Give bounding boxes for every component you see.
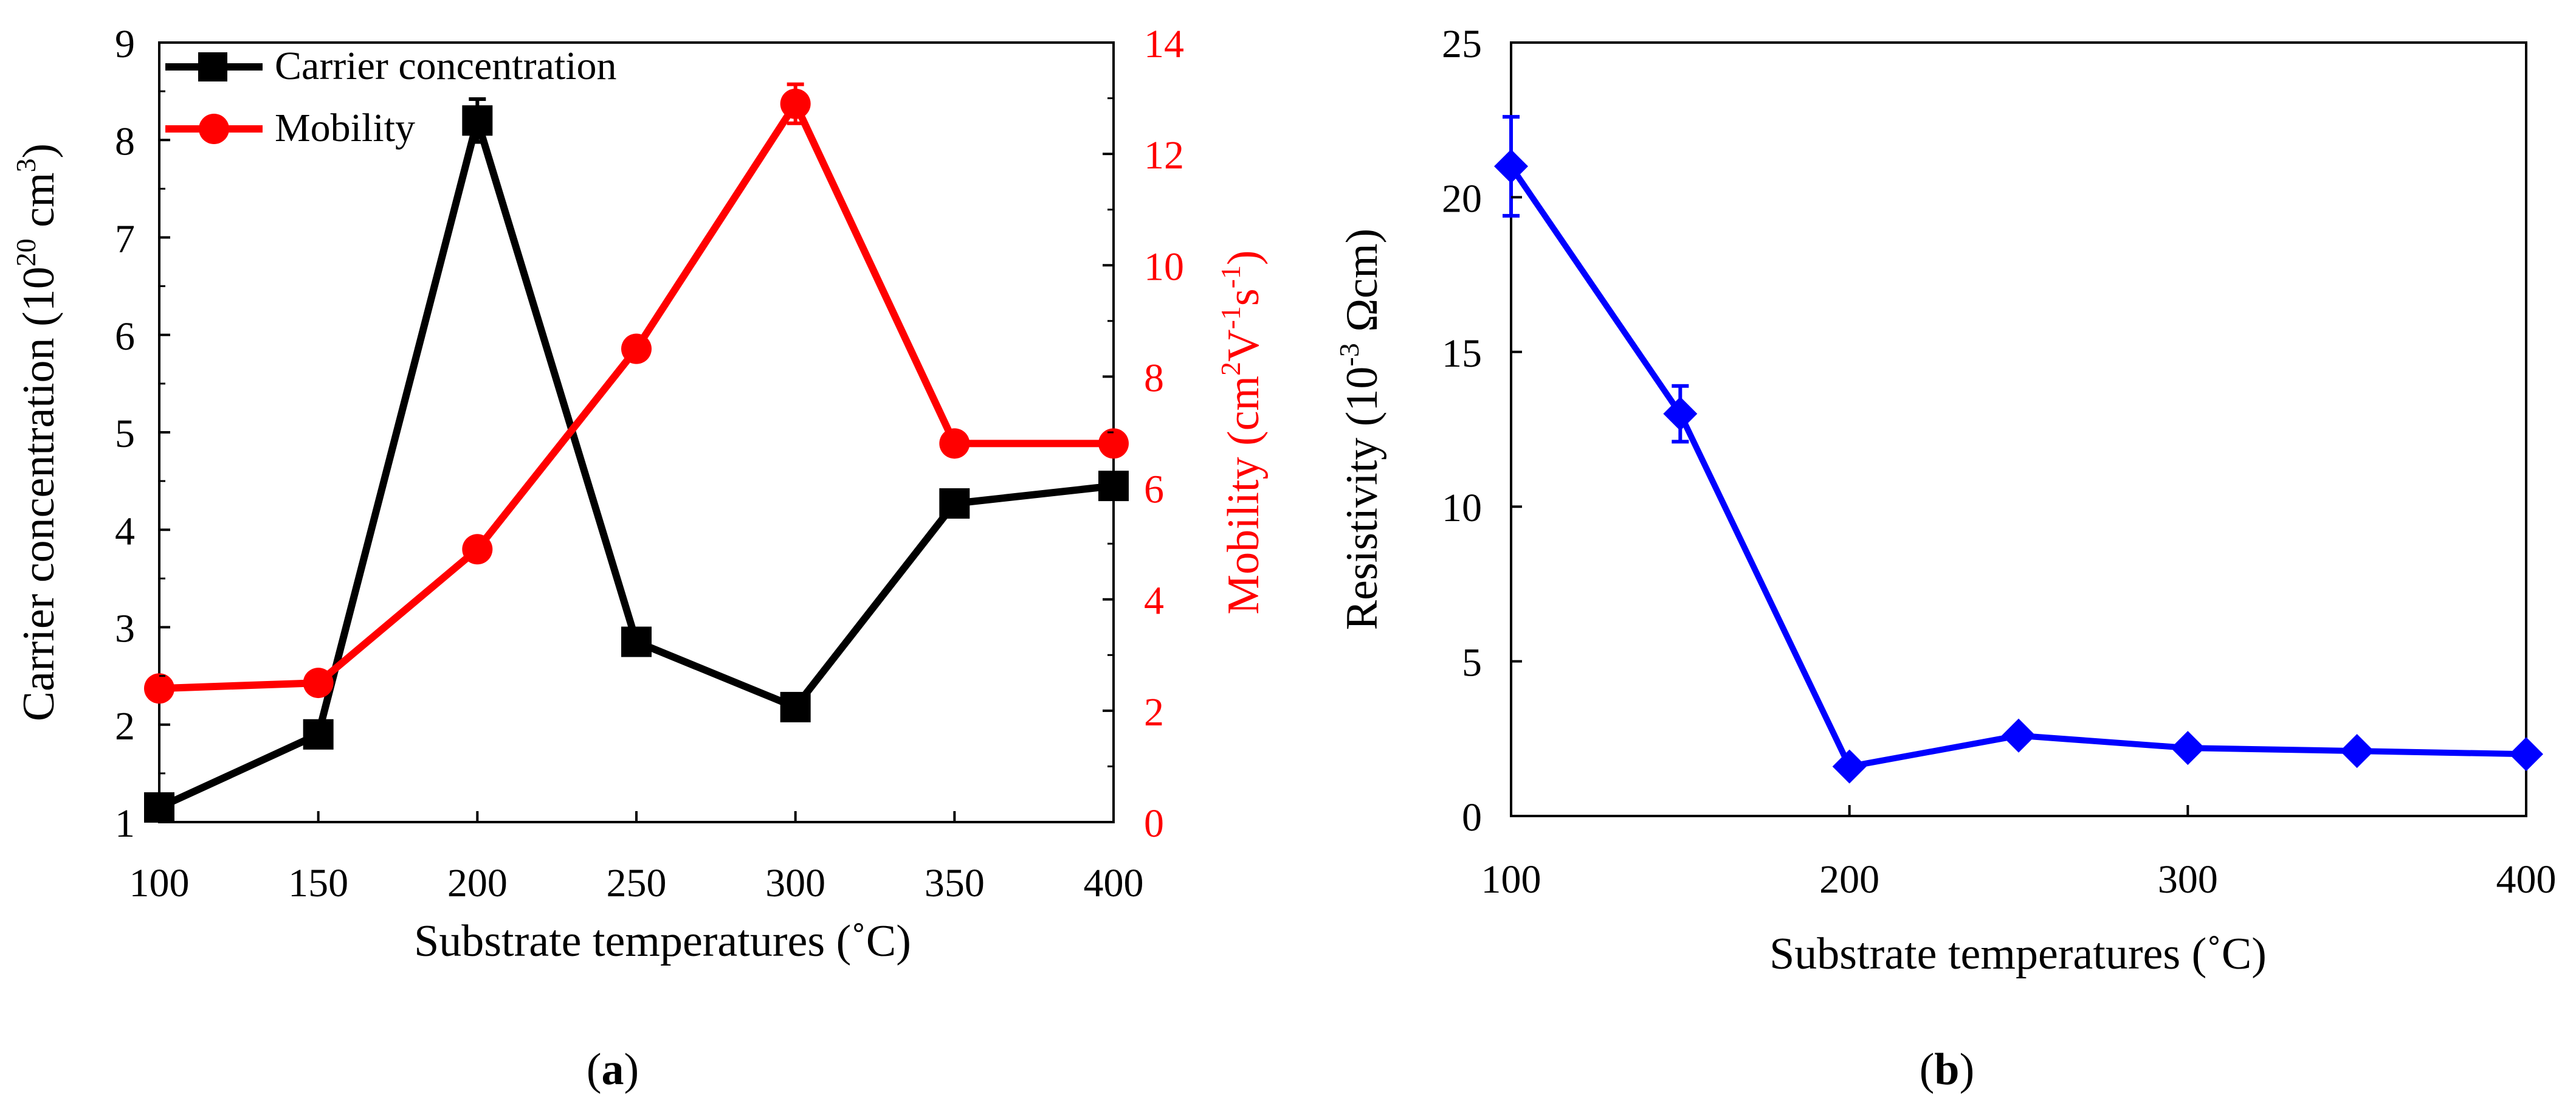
panel-b: 0 5 10 15 20 25 100 200 300 400 Substrate tempera…: [1334, 22, 2557, 1094]
x-tick-label: 150: [288, 861, 348, 905]
right-tick-label: 4: [1144, 579, 1164, 623]
data-point: [2340, 734, 2374, 769]
legend-label-carrier: Carrier concentration: [275, 44, 617, 88]
x-tick-label: 400: [2496, 857, 2557, 902]
panel-a-caption: (a): [587, 1045, 639, 1094]
data-point: [303, 668, 334, 699]
x-tick-label: 100: [129, 861, 190, 905]
right-tick-label: 8: [1144, 356, 1164, 400]
panel-a-legend: Carrier concentration Mobility: [165, 44, 617, 150]
panel-a-left-axis-title: Carrier concentration (1020 cm3): [10, 143, 64, 721]
left-tick-label: 1: [115, 801, 135, 846]
x-tick-label: 400: [1084, 861, 1144, 905]
y-tick-label: 0: [1462, 795, 1482, 840]
panel-b-x-axis-title: Substrate temperatures (˚C): [1769, 929, 2267, 979]
data-point: [2509, 737, 2543, 772]
data-point: [303, 719, 334, 750]
panel-b-plot-frame: [1510, 41, 2527, 817]
x-tick-label: 250: [607, 861, 667, 905]
left-tick-label: 7: [115, 217, 135, 261]
data-point: [939, 428, 970, 459]
data-point: [621, 626, 652, 657]
data-point: [1832, 749, 1867, 784]
data-point: [144, 673, 174, 704]
x-tick-label: 100: [1481, 857, 1541, 902]
right-tick-label: 0: [1144, 801, 1164, 846]
data-point: [1663, 396, 1698, 431]
x-tick-label: 350: [925, 861, 985, 905]
data-point: [2171, 731, 2205, 766]
right-tick-label: 14: [1144, 22, 1184, 66]
left-tick-label: 3: [115, 607, 135, 651]
data-point: [780, 88, 811, 119]
left-tick-label: 5: [115, 412, 135, 456]
right-tick-label: 10: [1144, 244, 1184, 289]
x-tick-label: 300: [2158, 857, 2218, 902]
legend-item-carrier-concentration: Carrier concentration: [165, 44, 617, 88]
y-tick-label: 10: [1442, 486, 1482, 530]
x-tick-label: 200: [1819, 857, 1879, 902]
series-line: [159, 100, 1114, 693]
data-point: [1098, 428, 1129, 459]
right-tick-label: 2: [1144, 690, 1164, 735]
series-resistivity: [1494, 115, 2543, 784]
legend-item-mobility: Mobility: [165, 106, 415, 150]
left-tick-label: 6: [115, 314, 135, 359]
x-tick-label: 300: [765, 861, 825, 905]
left-tick-label: 8: [115, 119, 135, 164]
y-tick-label: 15: [1442, 331, 1482, 376]
data-point: [462, 534, 493, 565]
data-point: [621, 333, 652, 364]
legend-marker-carrier: [198, 52, 227, 81]
series-line: [157, 117, 1114, 811]
series-carrier-concentration: [144, 97, 1129, 823]
panel-a-plot-frame: [158, 41, 1115, 823]
y-tick-label: 5: [1462, 641, 1482, 685]
data-point: [780, 691, 811, 722]
data-point: [462, 105, 493, 136]
y-tick-label: 25: [1442, 22, 1482, 66]
data-point: [1494, 149, 1528, 184]
series-line: [1508, 164, 2527, 770]
left-tick-label: 2: [115, 704, 135, 749]
right-tick-label: 12: [1144, 133, 1184, 178]
x-tick-label: 200: [447, 861, 508, 905]
left-tick-label: 9: [115, 22, 135, 66]
y-tick-label: 20: [1442, 176, 1482, 221]
series-mobility: [144, 82, 1129, 704]
right-tick-label: 6: [1144, 468, 1164, 512]
left-tick-label: 4: [115, 509, 135, 553]
legend-marker-mobility: [199, 114, 229, 144]
panel-b-y-axis-title: Resistivity (10-3 Ωcm): [1334, 229, 1387, 631]
data-point: [939, 488, 970, 519]
panel-a-right-axis-title: Mobility (cm2V-1s-1): [1215, 250, 1269, 614]
panel-b-caption: (b): [1920, 1045, 1974, 1094]
legend-label-mobility: Mobility: [275, 106, 415, 150]
data-point: [1098, 471, 1129, 502]
data-point: [2002, 718, 2036, 753]
panel-a-x-axis-title: Substrate temperatures (˚C): [414, 916, 911, 966]
